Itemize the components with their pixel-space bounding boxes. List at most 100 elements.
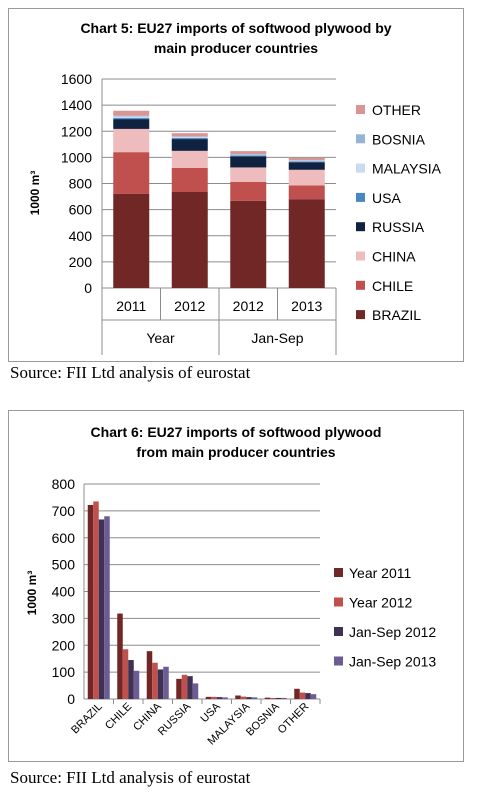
x-tick-label: RUSSIA [156, 700, 194, 738]
y-tick-label: 0 [84, 280, 92, 296]
bar-chile-3 [133, 670, 140, 699]
bar-bosnia-1 [171, 136, 208, 137]
chart5-title-line1: Chart 5: EU27 imports of softwood plywoo… [80, 20, 392, 36]
legend-label-series-0: Year 2011 [349, 565, 411, 581]
bar-usa-3 [288, 161, 325, 163]
chart5-panel: Chart 5: EU27 imports of softwood plywoo… [8, 8, 464, 362]
legend-label-russia: RUSSIA [372, 219, 425, 235]
y-tick-label: 800 [69, 176, 93, 192]
bar-usa-2 [216, 697, 223, 699]
bar-bosnia-0 [264, 697, 271, 699]
x-tick-label: OTHER [276, 701, 312, 737]
legend-swatch-other [356, 105, 365, 114]
bar-chile-0 [113, 152, 150, 194]
y-tick-label: 200 [69, 254, 93, 270]
bar-bosnia-1 [270, 697, 276, 699]
legend-label-brazil: BRAZIL [372, 307, 421, 323]
legend-swatch-series-1 [334, 597, 343, 607]
y-tick-label: 400 [52, 584, 76, 600]
bar-china-2 [230, 167, 267, 182]
bar-russia-1 [171, 139, 208, 151]
x-group-label: Jan-Sep [251, 330, 303, 346]
chart5-source: Source: FII Ltd analysis of eurostat [10, 363, 251, 382]
chart6-title-line2: from main producer countries [136, 444, 336, 460]
legend-label-series-2: Jan-Sep 2012 [349, 624, 436, 640]
y-tick-label: 1600 [61, 71, 92, 87]
bar-usa-1 [211, 696, 217, 699]
bar-chile-1 [122, 649, 129, 699]
x-tick-label: BOSNIA [244, 700, 282, 738]
bar-usa-2 [230, 155, 267, 157]
legend-swatch-usa [356, 192, 365, 202]
legend-swatch-china [356, 251, 365, 261]
bar-china-0 [113, 128, 150, 153]
legend-label-malaysia: MALAYSIA [372, 161, 442, 177]
legend-swatch-bosnia [356, 134, 365, 144]
bar-bosnia-3 [288, 160, 325, 161]
y-tick-label: 300 [52, 610, 76, 626]
bar-usa-0 [205, 696, 212, 699]
bar-malaysia-2 [246, 697, 252, 699]
bar-bosnia-3 [281, 697, 287, 699]
bar-russia-1 [181, 674, 188, 699]
y-tick-label: 600 [69, 202, 93, 218]
bar-russia-2 [230, 156, 267, 168]
y-tick-label: 200 [52, 637, 76, 653]
x-tick-label: 2013 [291, 298, 322, 314]
x-group-label: Year [146, 330, 175, 346]
y-tick-label: 1200 [61, 123, 92, 139]
bar-brazil-2 [98, 519, 105, 699]
bar-brazil-1 [171, 191, 208, 288]
bar-chile-1 [171, 167, 208, 192]
bar-other-3 [310, 694, 317, 699]
bar-malaysia-2 [230, 154, 267, 156]
y-tick-label: 700 [52, 503, 76, 519]
x-tick-label: 2012 [233, 298, 264, 314]
bar-brazil-0 [87, 504, 94, 699]
x-tick-label: 2012 [174, 298, 205, 314]
x-tick-label: 2011 [116, 298, 146, 314]
bar-chile-3 [288, 185, 325, 200]
bar-bosnia-0 [113, 115, 150, 117]
chart5-title-line2: main producer countries [153, 40, 319, 56]
bar-other-0 [113, 110, 150, 116]
bar-other-1 [299, 692, 306, 699]
bar-chile-0 [117, 613, 123, 699]
bar-china-0 [146, 651, 153, 699]
bar-usa-0 [113, 118, 150, 120]
legend-swatch-brazil [356, 310, 365, 320]
y-tick-label: 100 [52, 664, 76, 680]
y-tick-label: 600 [52, 530, 76, 546]
chart5-plot: 1000 m³ 0 200 400 600 800 1000 1200 1400 1600 201… [28, 71, 442, 355]
y-tick-label: 1400 [61, 97, 92, 113]
legend-swatch-series-2 [334, 627, 343, 636]
bar-russia-3 [192, 683, 199, 699]
legend-label-china: CHINA [372, 249, 416, 265]
legend-label-series-3: Jan-Sep 2013 [349, 654, 436, 670]
bar-brazil-3 [104, 516, 110, 699]
legend-swatch-russia [356, 222, 365, 232]
chart6-title-line1: Chart 6: EU27 imports of softwood plywoo… [90, 424, 382, 440]
bar-other-0 [294, 688, 300, 699]
bar-china-3 [163, 666, 169, 699]
bar-other-3 [288, 157, 325, 161]
bar-malaysia-3 [288, 160, 325, 162]
bar-china-1 [171, 150, 208, 168]
y-tick-label: 400 [69, 228, 93, 244]
legend-label-chile: CHILE [372, 278, 413, 294]
bar-brazil-2 [230, 200, 267, 288]
chart6-source: Source: FII Ltd analysis of eurostat [10, 768, 251, 787]
legend-label-series-1: Year 2012 [349, 595, 413, 611]
bar-bosnia-2 [230, 153, 267, 155]
legend-label-bosnia: BOSNIA [372, 131, 426, 147]
bar-chile-2 [230, 181, 267, 201]
bar-russia-2 [187, 676, 193, 699]
bar-other-2 [305, 693, 311, 699]
bar-malaysia-0 [113, 116, 150, 119]
legend-swatch-chile [356, 280, 365, 290]
legend-swatch-malaysia [356, 163, 365, 173]
bar-brazil-0 [113, 193, 150, 288]
bar-malaysia-3 [251, 697, 258, 699]
bar-usa-1 [171, 138, 208, 140]
chart5-y-axis-label: 1000 m³ [28, 171, 42, 216]
